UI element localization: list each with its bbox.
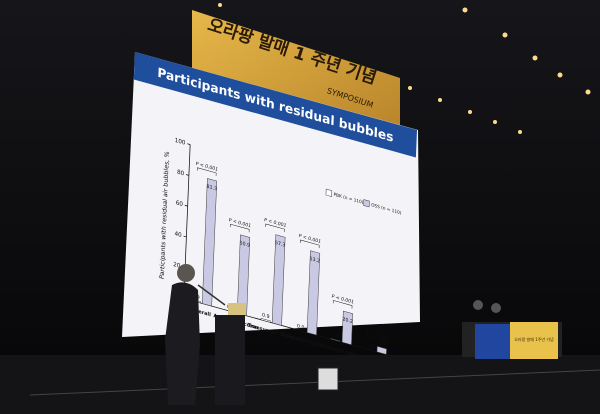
y-axis-label: Participants with residual air bubbles, … xyxy=(159,151,171,280)
y-tick xyxy=(184,204,188,207)
stage-lights xyxy=(218,3,591,134)
banner xyxy=(192,10,400,132)
bar xyxy=(330,338,341,342)
podium xyxy=(197,284,246,405)
value-label: 53.2 xyxy=(309,256,320,265)
head-table xyxy=(462,300,562,359)
bar xyxy=(260,318,271,323)
p-bracket xyxy=(366,335,387,344)
value-label: 0.0 xyxy=(367,343,375,351)
speaker xyxy=(165,264,200,405)
value-label: 57.3 xyxy=(275,240,286,249)
value-label: 0.0 xyxy=(297,323,305,331)
p-bracket xyxy=(230,223,250,233)
p-bracket xyxy=(332,300,353,309)
table-sign: 오라팡 발매 1주년 기념 xyxy=(514,336,554,342)
y-tick-label: 20 xyxy=(173,262,181,270)
y-tick-label: 60 xyxy=(176,200,184,208)
slide-header xyxy=(133,52,418,158)
p-bracket xyxy=(197,167,217,176)
value-label: 20.2 xyxy=(342,316,353,325)
y-tick xyxy=(186,174,189,176)
bar xyxy=(271,234,286,326)
y-tick-label: 100 xyxy=(175,138,186,147)
bar xyxy=(202,178,218,307)
monitor xyxy=(317,367,339,391)
x-axis xyxy=(183,298,394,357)
stage-edge xyxy=(29,369,600,396)
y-tick-label: 80 xyxy=(177,170,185,178)
p-bracket xyxy=(265,223,285,233)
bar xyxy=(306,250,321,336)
value-label: 81.3 xyxy=(206,184,217,193)
bar xyxy=(376,345,387,355)
y-tick-label: 40 xyxy=(174,231,182,239)
p-bracket xyxy=(300,239,320,249)
legend-swatch xyxy=(363,199,370,208)
value-label: 0.9 xyxy=(262,312,270,320)
y-tick xyxy=(187,143,191,145)
legend-swatch xyxy=(325,188,333,197)
stage xyxy=(0,355,600,414)
y-tick xyxy=(183,235,187,238)
x-tick-label: Overall xyxy=(191,307,211,319)
value-label: 0.4 xyxy=(332,332,340,340)
value-label: 50.9 xyxy=(239,240,250,249)
bar xyxy=(341,310,353,346)
value-label: 3.6 xyxy=(378,340,386,348)
